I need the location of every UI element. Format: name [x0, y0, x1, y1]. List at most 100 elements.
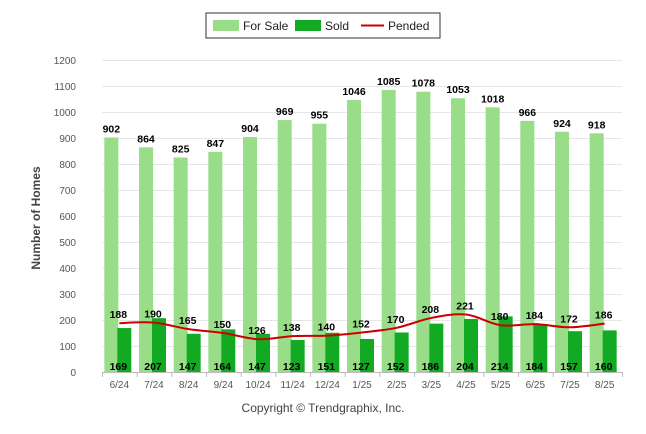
x-tick-label: 8/24	[179, 380, 199, 391]
label-pended: 186	[595, 310, 613, 322]
y-axis-label: Number of Homes	[29, 166, 43, 270]
bar-sold	[152, 318, 166, 372]
y-tick-label: 700	[59, 186, 76, 197]
label-sold: 169	[110, 361, 128, 373]
label-for-sale: 904	[241, 123, 259, 135]
legend-label-sold: Sold	[325, 19, 349, 33]
x-tick-label: 7/24	[144, 380, 164, 391]
y-tick-label: 1100	[54, 82, 76, 93]
bar-sold	[464, 318, 478, 372]
bar-sold	[533, 324, 548, 372]
label-sold: 147	[248, 361, 266, 373]
bar-sold	[290, 340, 305, 372]
chart: 0 100 200 300 400 500 600 700 800 900 1000 1100 1200…	[29, 12, 623, 391]
x-tick-label: 1/25	[352, 380, 372, 391]
y-tick-label: 100	[59, 342, 76, 353]
bar-for-sale	[104, 137, 119, 372]
label-pended: 140	[318, 322, 336, 334]
bar-for-sale	[139, 147, 153, 372]
x-tick-label: 4/25	[456, 380, 476, 391]
legend-box	[205, 12, 441, 39]
y-tick-label: 400	[59, 264, 76, 275]
bar-for-sale	[416, 91, 431, 372]
bar-sold	[325, 332, 340, 372]
label-for-sale: 1078	[412, 78, 436, 90]
bar-sold	[117, 328, 132, 372]
grid-lines	[102, 60, 622, 347]
bar-sold	[186, 333, 201, 372]
label-pended: 208	[422, 304, 440, 316]
legend-swatch-sold	[295, 20, 321, 31]
bar-sold	[256, 333, 270, 372]
label-sold: 186	[422, 361, 440, 373]
bar-sold	[498, 316, 513, 372]
label-sold: 147	[179, 361, 197, 373]
copyright-text: Copyright © Trendgraphix, Inc.	[241, 401, 405, 415]
pended-series-line	[119, 313, 605, 341]
label-sold: 160	[595, 361, 613, 373]
label-pended: 165	[179, 315, 197, 327]
bar-for-sale	[243, 136, 257, 372]
x-tick-label: 11/24	[281, 380, 306, 391]
x-tick-label: 12/24	[315, 380, 340, 391]
bar-sold	[568, 331, 582, 372]
y-tick-label: 600	[59, 212, 76, 223]
bar-sold	[394, 332, 409, 372]
data-labels: 902 169 188 864 207 190 825 147 165 847 164 150 904 1…	[103, 76, 613, 373]
label-sold: 151	[318, 361, 336, 373]
label-pended: 190	[144, 309, 162, 321]
label-for-sale: 1085	[377, 76, 401, 88]
label-for-sale: 966	[519, 107, 537, 119]
y-tick-label: 0	[70, 368, 76, 379]
label-sold: 123	[283, 361, 301, 373]
y-tick-label: 500	[59, 238, 76, 249]
label-pended: 188	[110, 309, 128, 321]
legend-swatch-for-sale	[213, 20, 239, 31]
label-for-sale: 1053	[446, 84, 470, 96]
label-pended: 180	[491, 311, 509, 323]
legend: For Sale Sold Pended	[205, 12, 441, 39]
bar-for-sale	[485, 107, 500, 372]
label-for-sale: 955	[311, 110, 329, 122]
label-for-sale: 924	[553, 118, 571, 130]
bar-for-sale	[208, 151, 223, 372]
label-pended: 138	[283, 322, 301, 334]
bar-for-sale	[277, 120, 292, 372]
y-axis-ticks: 0 100 200 300 400 500 600 700 800 900 1000 1100 1200	[54, 56, 77, 379]
x-tick-label: 2/25	[387, 380, 407, 391]
y-tick-label: 800	[59, 160, 76, 171]
bar-sold	[221, 329, 236, 372]
label-sold: 164	[214, 361, 232, 373]
x-tick-label: 3/25	[422, 380, 442, 391]
x-tick-label: 7/25	[560, 380, 580, 391]
label-pended: 184	[526, 310, 544, 322]
x-tick-label: 6/25	[526, 380, 546, 391]
x-tick-label: 9/24	[214, 380, 234, 391]
label-pended: 170	[387, 314, 405, 326]
label-pended: 172	[560, 313, 578, 325]
label-sold: 214	[491, 361, 509, 373]
legend-label-pended: Pended	[388, 19, 429, 33]
bar-for-sale	[347, 100, 361, 372]
x-tick-label: 10/24	[245, 380, 270, 391]
bar-for-sale	[555, 131, 569, 372]
label-for-sale: 918	[588, 119, 606, 131]
label-pended: 152	[352, 318, 370, 330]
x-tick-label: 6/24	[110, 380, 130, 391]
y-tick-label: 900	[59, 134, 76, 145]
bar-sold	[602, 330, 617, 372]
bar-for-sale	[312, 123, 327, 372]
legend-label-for-sale: For Sale	[243, 19, 289, 33]
label-for-sale: 847	[207, 138, 225, 150]
label-for-sale: 1046	[342, 86, 366, 98]
label-pended: 221	[456, 301, 474, 313]
y-tick-label: 1200	[54, 56, 77, 67]
y-tick-label: 200	[59, 316, 76, 327]
label-sold: 127	[352, 361, 370, 373]
x-axis-ticks: 6/24 7/24 8/24 9/24 10/24 11/24 12/24 1/25 2/25 3…	[102, 372, 623, 391]
bar-sold	[429, 323, 444, 372]
label-sold: 157	[560, 361, 578, 373]
label-for-sale: 969	[276, 106, 294, 118]
bars	[104, 89, 617, 373]
label-for-sale: 825	[172, 144, 190, 156]
